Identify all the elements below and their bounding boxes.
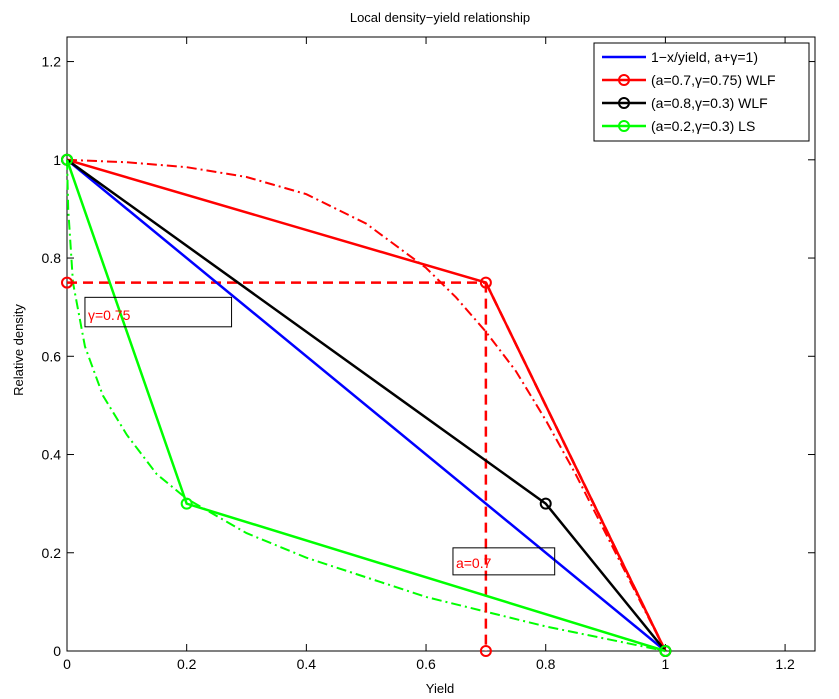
- chart-title: Local density−yield relationship: [350, 10, 530, 25]
- y-tick-label: 0.8: [42, 250, 62, 266]
- y-tick-label: 0.4: [42, 447, 62, 463]
- guide-marker: [479, 645, 492, 657]
- legend-label: (a=0.7,γ=0.75) WLF: [651, 72, 776, 88]
- axes-frame: [66, 36, 816, 652]
- y-tick-label: 0: [53, 643, 61, 659]
- x-tick-label: 1: [662, 656, 670, 672]
- legend-label: (a=0.2,γ=0.3) LS: [651, 118, 755, 134]
- annotation-label: γ=0.75: [88, 307, 131, 323]
- legend: 1−x/yield, a+γ=1) (a=0.7,γ=0.75) WLF (a=0.…: [593, 42, 810, 142]
- y-axis-label: Relative density: [11, 304, 26, 396]
- guide-marker: [61, 276, 73, 289]
- series-point: [180, 497, 193, 510]
- x-tick-label: 1.2: [775, 656, 795, 672]
- plot-area: 0 0.2 0.4 0.6 0.8 1 1.2 0 0.2 0.4 0.6 0.8 1 1.2 γ=0.75…: [42, 36, 816, 672]
- annotation-box: [84, 296, 233, 328]
- annotation-box: [452, 547, 556, 576]
- curve-line-2: [66, 159, 666, 652]
- curve-line-1: [66, 158, 667, 652]
- series-point: [659, 645, 672, 657]
- series-point: [61, 153, 73, 166]
- legend-label: (a=0.8,γ=0.3) WLF: [651, 95, 768, 111]
- x-tick-label: 0.6: [416, 656, 436, 672]
- annotation-label: a=0.7: [456, 555, 492, 571]
- y-tick-label: 0.2: [42, 545, 62, 561]
- legend-marker: [618, 74, 630, 86]
- legend-label: 1−x/yield, a+γ=1): [651, 49, 758, 65]
- legend-marker: [618, 97, 630, 109]
- y-tick-label: 0.6: [42, 348, 62, 364]
- series-line-2: [66, 158, 667, 652]
- x-tick-label: 0.4: [297, 656, 317, 672]
- series-point: [479, 276, 492, 289]
- x-tick-label: 0.8: [536, 656, 556, 672]
- y-tick-label: 1: [53, 152, 61, 168]
- series-point: [539, 497, 552, 510]
- x-tick-label: 0.2: [177, 656, 197, 672]
- series-line-4: [65, 159, 666, 653]
- series-line-3: [66, 158, 667, 652]
- series-line-1: [66, 158, 667, 652]
- x-axis-label: Yield: [426, 681, 454, 696]
- y-tick-label: 1.2: [42, 54, 62, 70]
- x-tick-label: 0: [63, 656, 71, 672]
- legend-marker: [618, 120, 630, 132]
